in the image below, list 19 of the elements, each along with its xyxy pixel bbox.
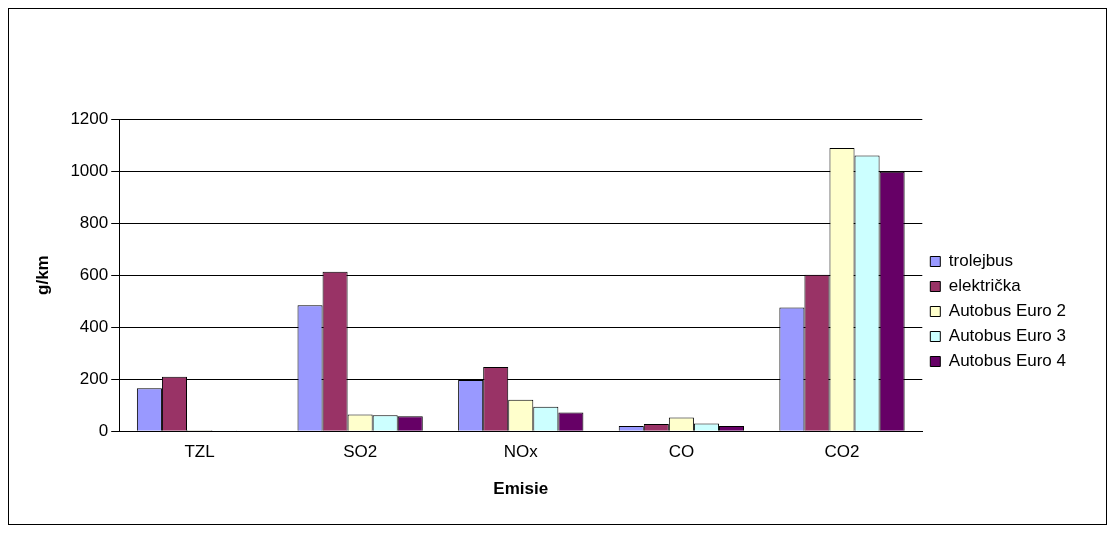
x-tick-label: NOx bbox=[503, 442, 539, 462]
y-tick-label: 400 bbox=[79, 316, 109, 336]
x-tick-label: SO2 bbox=[343, 442, 378, 462]
x-tick-label: CO bbox=[668, 442, 695, 462]
y-tick-label: 200 bbox=[79, 368, 109, 388]
y-tick-label: 1000 bbox=[70, 160, 109, 180]
legend-label: Autobus Euro 3 bbox=[948, 326, 1067, 346]
y-tick-label: 1200 bbox=[70, 108, 109, 128]
legend-label: električka bbox=[948, 276, 1022, 296]
legend-label: trolejbus bbox=[948, 251, 1014, 271]
y-tick-label: 0 bbox=[98, 420, 109, 440]
y-tick-label: 600 bbox=[79, 264, 109, 284]
legend-label: Autobus Euro 2 bbox=[948, 301, 1067, 321]
x-axis-title: Emisie bbox=[493, 479, 549, 499]
x-tick-label: TZL bbox=[184, 442, 215, 462]
y-tick-label: 800 bbox=[79, 212, 109, 232]
x-tick-label: CO2 bbox=[824, 442, 860, 462]
y-axis-title: g/km bbox=[32, 255, 52, 295]
legend-label: Autobus Euro 4 bbox=[948, 351, 1067, 371]
